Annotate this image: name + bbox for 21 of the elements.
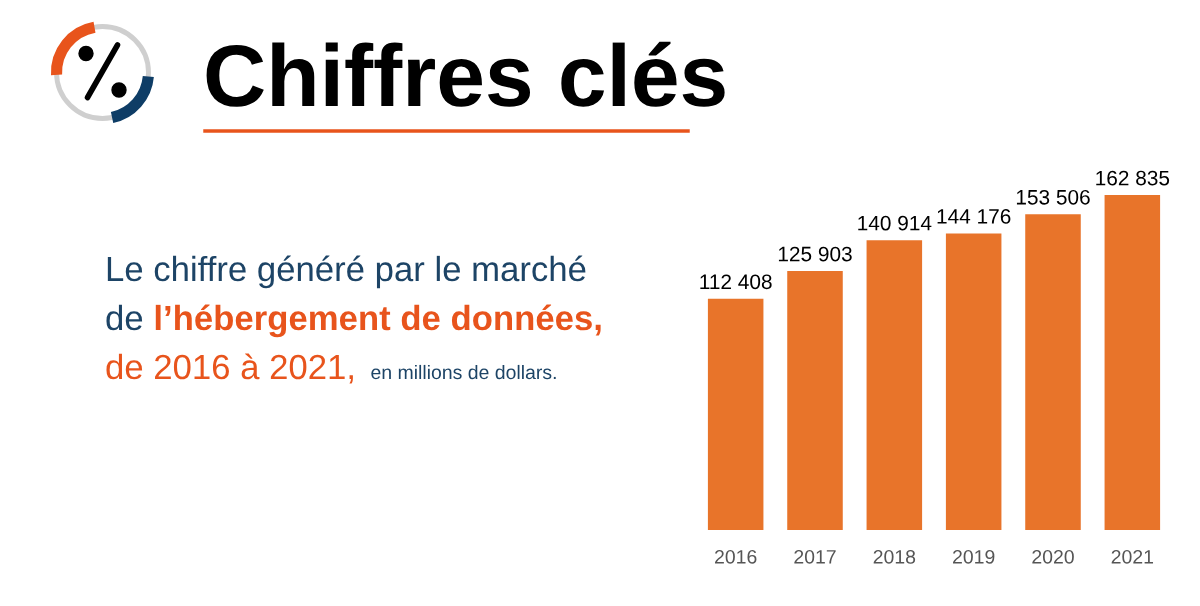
bar <box>945 233 1002 530</box>
bar <box>1025 214 1081 530</box>
data-label: 153 506 <box>1016 189 1090 205</box>
x-tick-label: 2016 <box>715 549 757 564</box>
data-label: 144 176 <box>937 209 1011 224</box>
bar <box>707 298 764 530</box>
text: en millions de dollars. <box>371 364 556 380</box>
x-tick-label: 2020 <box>1032 549 1074 564</box>
x-tick-label: 2018 <box>873 549 916 564</box>
x-tick-label: 2019 <box>953 549 995 564</box>
bar <box>787 271 843 530</box>
data-label: 112 408 <box>700 274 772 290</box>
data-label: 125 903 <box>778 246 852 262</box>
x-tick-label: 2017 <box>794 549 836 564</box>
data-label: 162 835 <box>1096 170 1170 186</box>
bar <box>1104 195 1161 530</box>
chart-title: Chiffres clés <box>206 41 725 107</box>
bar <box>866 240 923 530</box>
data-label: 140 914 <box>858 215 932 231</box>
text: de 2016 à 2021, <box>106 353 353 384</box>
x-tick-label: 2021 <box>1111 549 1154 564</box>
